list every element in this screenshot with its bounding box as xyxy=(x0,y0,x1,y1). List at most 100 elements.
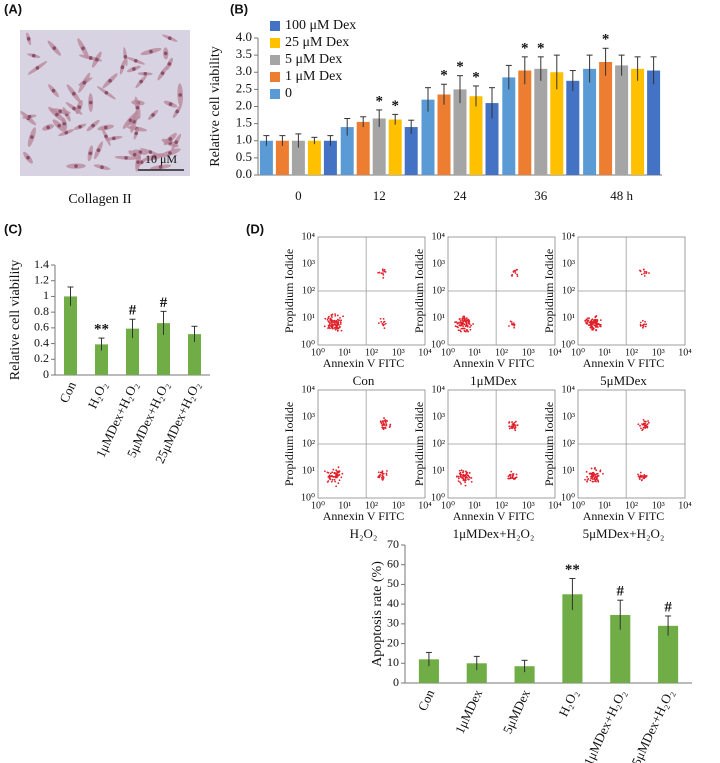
caption: 5μMDex+H₂O₂ xyxy=(583,526,665,541)
nucleus xyxy=(167,62,172,66)
x-tick-label: 5μMDex+H₂O₂ xyxy=(628,687,676,763)
event-dot xyxy=(339,323,342,325)
event-dot xyxy=(507,477,510,480)
x-tick-label: 10¹ xyxy=(468,500,481,511)
event-dot xyxy=(380,272,383,275)
event-dot xyxy=(336,329,339,332)
nucleus xyxy=(133,58,138,63)
nucleus xyxy=(132,67,136,71)
event-dot xyxy=(642,325,645,328)
event-dot xyxy=(513,427,516,430)
event-dot xyxy=(326,318,329,321)
y-tick-label: 10⁴ xyxy=(562,231,576,242)
event-dot xyxy=(472,323,474,325)
event-dot xyxy=(386,420,388,422)
nucleus xyxy=(103,125,108,130)
event-dot xyxy=(465,471,468,474)
event-dot xyxy=(380,476,383,479)
event-dot xyxy=(511,477,514,479)
bar xyxy=(125,328,140,375)
event-dot xyxy=(514,272,517,274)
event-dot xyxy=(644,425,647,427)
bar xyxy=(599,61,613,175)
legend-swatch xyxy=(270,21,280,31)
event-dot xyxy=(514,476,517,479)
nucleus xyxy=(96,148,101,152)
x-tick-label: 10⁰ xyxy=(311,500,325,511)
nucleus xyxy=(152,155,157,159)
event-dot xyxy=(335,324,338,327)
nucleus xyxy=(168,102,173,106)
event-dot xyxy=(585,470,588,473)
nucleus xyxy=(160,71,165,75)
event-dot xyxy=(329,472,332,475)
event-dot xyxy=(596,320,599,323)
nucleus xyxy=(77,105,82,109)
event-dot xyxy=(591,480,594,483)
event-dot xyxy=(595,480,597,483)
caption: Collagen II xyxy=(68,192,132,207)
event-dot xyxy=(591,472,594,475)
event-dot xyxy=(457,480,460,482)
event-dot xyxy=(457,329,460,332)
y-tick-label: 0.5 xyxy=(236,149,252,164)
nucleus xyxy=(88,151,93,156)
y-tick-label: 10⁰ xyxy=(431,339,445,350)
x-tick-label: 10¹ xyxy=(598,500,611,511)
event-dot xyxy=(639,270,642,273)
y-tick-label: 0.0 xyxy=(236,166,252,181)
nucleus xyxy=(149,49,153,54)
x-tick-label: 10² xyxy=(495,500,508,511)
y-tick-label: 10⁰ xyxy=(431,492,445,503)
y-tick-label: 10³ xyxy=(432,411,445,422)
event-dot xyxy=(323,470,326,473)
event-dot xyxy=(381,420,384,423)
event-dot xyxy=(641,423,644,426)
bar xyxy=(156,323,171,375)
event-dot xyxy=(508,425,511,428)
y-tick-label: 10¹ xyxy=(432,465,445,476)
event-dot xyxy=(384,419,387,421)
event-dot xyxy=(461,317,464,320)
event-dot xyxy=(454,321,456,324)
event-dot xyxy=(457,326,459,329)
event-dot xyxy=(470,480,473,483)
y-tick-label: 10¹ xyxy=(432,312,445,323)
event-dot xyxy=(464,320,467,323)
y-tick-label: 10³ xyxy=(562,411,575,422)
event-dot xyxy=(463,323,466,326)
x-tick-label: 10⁴ xyxy=(418,347,432,358)
event-dot xyxy=(642,426,645,429)
event-dot xyxy=(386,470,388,472)
y-tick-label: 0 xyxy=(43,367,49,381)
bar xyxy=(615,65,629,175)
event-dot xyxy=(514,429,517,432)
nucleus xyxy=(72,106,76,111)
event-dot xyxy=(455,475,458,478)
x-tick-label: 10¹ xyxy=(598,347,611,358)
event-dot xyxy=(647,421,650,424)
event-dot xyxy=(381,479,384,481)
event-dot xyxy=(509,476,512,479)
event-dot xyxy=(464,478,467,481)
event-dot xyxy=(459,475,462,478)
event-dot xyxy=(334,480,337,483)
event-dot xyxy=(329,317,332,320)
caption: 1μMDex xyxy=(470,373,517,388)
bar xyxy=(356,121,370,175)
event-dot xyxy=(512,271,515,273)
x-tick-label: 10¹ xyxy=(338,500,351,511)
event-dot xyxy=(381,268,384,271)
event-dot xyxy=(331,327,334,330)
event-dot xyxy=(599,470,602,473)
event-dot xyxy=(586,319,589,322)
micrograph-background xyxy=(20,30,190,176)
event-dot xyxy=(512,473,515,475)
event-dot xyxy=(588,324,591,326)
event-dot xyxy=(385,424,388,427)
event-dot xyxy=(457,477,460,480)
event-dot xyxy=(590,323,593,326)
event-dot xyxy=(333,472,336,475)
event-dot xyxy=(510,323,513,325)
y-tick-label: 10³ xyxy=(562,258,575,269)
